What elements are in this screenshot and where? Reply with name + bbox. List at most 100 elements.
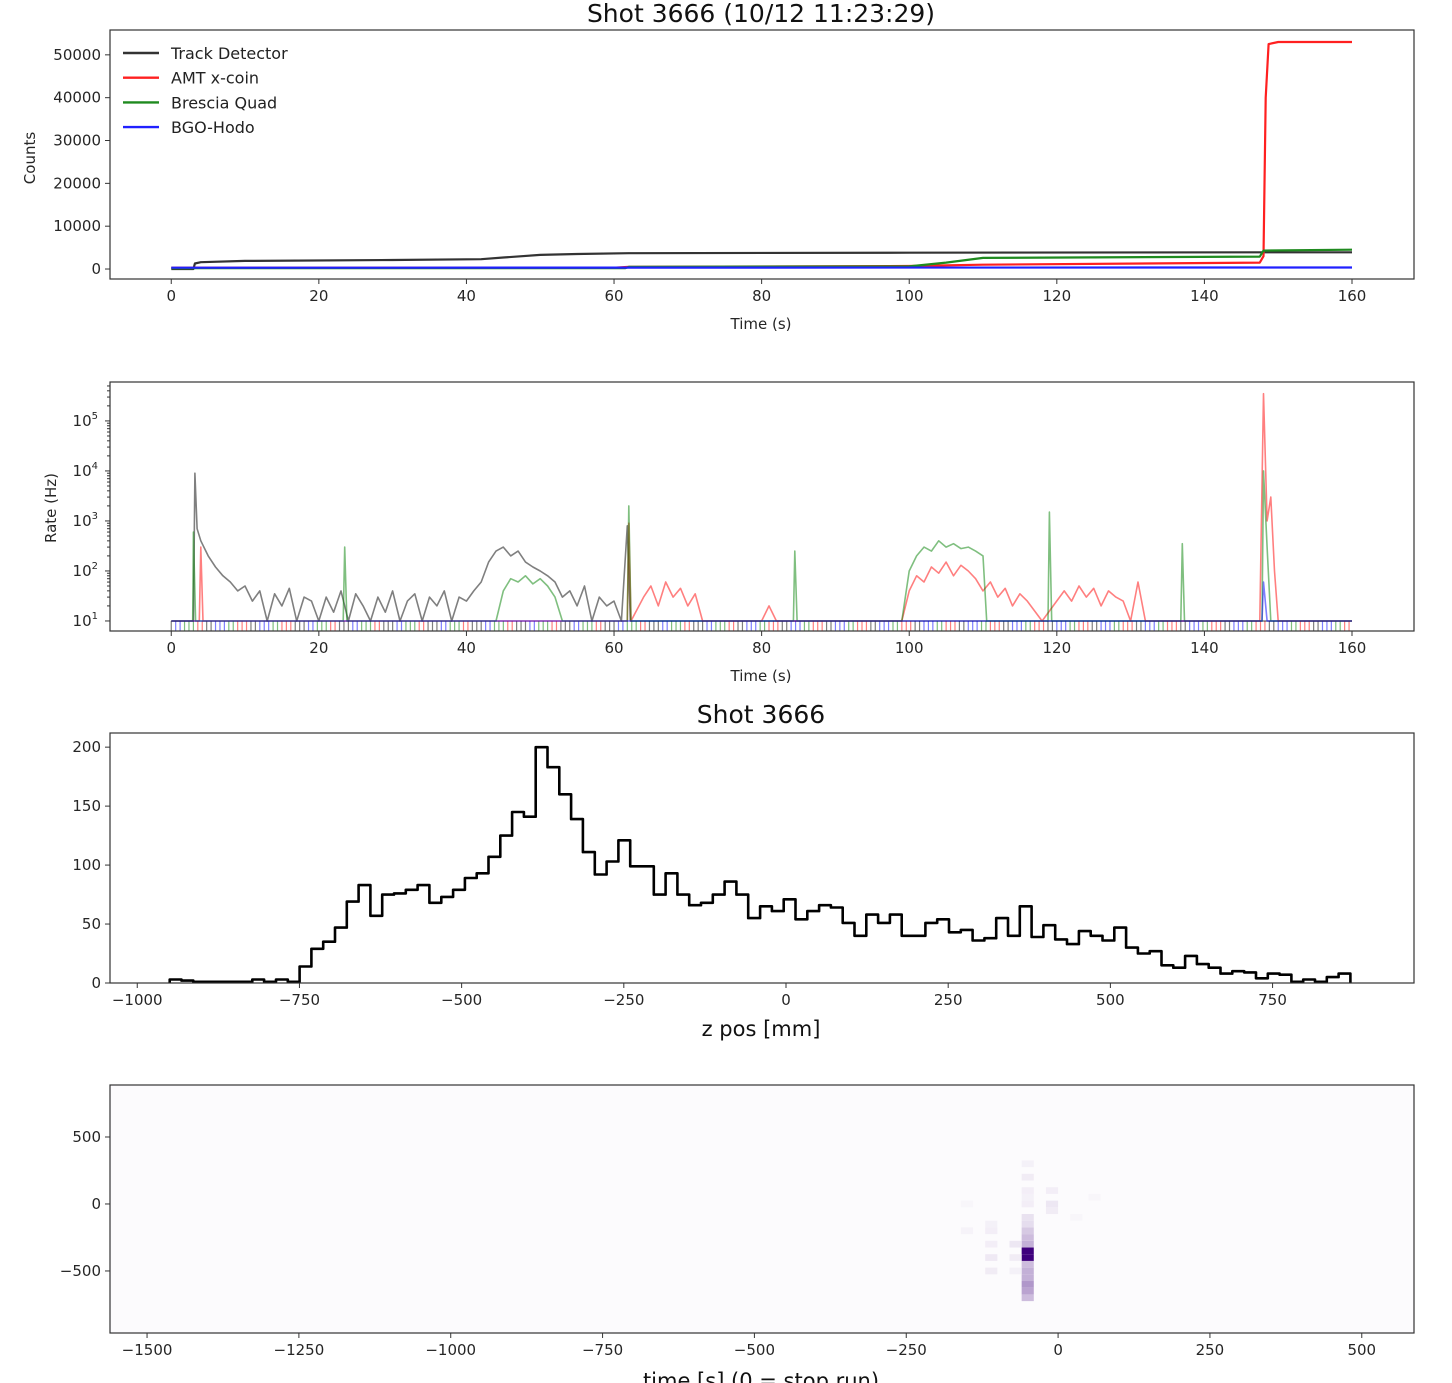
- chart3-title: Shot 3666: [697, 700, 825, 729]
- chart3-ytick-label: 0: [91, 974, 101, 992]
- histogram-bin: [961, 930, 973, 983]
- heatmap-cell: [1021, 1160, 1034, 1168]
- histogram-bin: [725, 882, 737, 983]
- histogram-bin: [359, 885, 371, 983]
- histogram-bin: [1197, 964, 1209, 983]
- chart3-frame: [109, 732, 1415, 984]
- heatmap-cell: [960, 1227, 974, 1235]
- chart3-xlabel: z pos [mm]: [702, 1017, 821, 1041]
- heatmap-cell: [985, 1220, 998, 1228]
- histogram-bin: [406, 890, 418, 983]
- chart1-xtick-label: 80: [752, 287, 771, 305]
- chart2-xtick-label: 160: [1338, 639, 1367, 657]
- histogram-bin: [689, 905, 701, 983]
- histogram-bin: [382, 895, 394, 983]
- chart2-xtick-label: 40: [457, 639, 476, 657]
- heatmap-cell: [985, 1267, 998, 1275]
- chart1-title: Shot 3666 (10/12 11:23:29): [587, 0, 935, 28]
- chart1-xtick-label: 0: [166, 287, 176, 305]
- histogram-bin: [1162, 965, 1174, 983]
- chart3-xtick-label: −750: [279, 991, 320, 1009]
- legend-label: AMT x-coin: [171, 69, 259, 88]
- chart1-frame: [109, 29, 1415, 280]
- histogram-bin: [453, 890, 465, 983]
- heatmap-cell: [1021, 1274, 1034, 1282]
- chart1-series-group: [171, 40, 1353, 271]
- histogram-bin: [666, 873, 678, 983]
- histogram-bin: [819, 905, 831, 983]
- histogram-bin: [607, 862, 619, 983]
- histogram-bin: [736, 895, 748, 983]
- histogram-bin: [441, 897, 453, 983]
- chart4-xtick-label: −500: [734, 1341, 775, 1359]
- histogram-bin: [760, 906, 772, 983]
- histogram-bin: [370, 916, 382, 983]
- heatmap-cell: [1009, 1240, 1022, 1248]
- heatmap-cell: [1045, 1207, 1059, 1215]
- heatmap-cell: [1088, 1193, 1101, 1201]
- histogram-bin: [524, 817, 536, 983]
- chart2-ytick-label: 101: [73, 611, 98, 630]
- chart4-frame: [109, 1084, 1415, 1334]
- chart1-xtick-label: 40: [457, 287, 476, 305]
- histogram-bin: [394, 893, 406, 983]
- chart4-xtick-label: −750: [582, 1341, 623, 1359]
- chart2-xtick-label: 120: [1043, 639, 1072, 657]
- histogram-bin: [1138, 954, 1150, 983]
- chart3-xtick-label: 250: [934, 991, 963, 1009]
- chart2-ylabel: Rate (Hz): [42, 473, 60, 543]
- chart2-xtick-label: 100: [895, 639, 924, 657]
- chart1-xtick-label: 100: [895, 287, 924, 305]
- chart3-xtick-label: −500: [441, 991, 482, 1009]
- histogram-bin: [654, 895, 666, 983]
- heatmap-cell: [1009, 1267, 1022, 1275]
- chart3-ytick-label: 150: [72, 797, 101, 815]
- chart2-xtick-label: 0: [166, 639, 176, 657]
- chart2-ytick-label: 104: [73, 461, 98, 480]
- chart4-ytick-label: 0: [91, 1195, 101, 1213]
- histogram-bin: [1150, 951, 1162, 983]
- chart3-histogram-group: [168, 745, 1352, 984]
- chart4-xtick-label: −1000: [425, 1341, 476, 1359]
- histogram-bin: [1043, 925, 1055, 983]
- heatmap-cell: [1021, 1227, 1034, 1235]
- heatmap-cell: [1021, 1240, 1034, 1248]
- chart4-xtick-label: 250: [1196, 1341, 1225, 1359]
- chart4-ytick-label: −500: [60, 1262, 101, 1280]
- chart2-ytick-label: 103: [73, 511, 98, 530]
- chart2-series-group: [170, 392, 1352, 631]
- histogram-bin: [996, 918, 1008, 983]
- histogram-bin: [583, 852, 595, 983]
- chart2-series-line-amt-x-coin: [171, 392, 1352, 622]
- heatmap-cell: [1009, 1254, 1022, 1261]
- heatmap-cell: [1021, 1200, 1034, 1208]
- histogram-bin: [1114, 928, 1126, 983]
- histogram-bin: [925, 923, 937, 983]
- heatmap-cell: [1021, 1267, 1034, 1275]
- chart3-ytick-label: 100: [72, 856, 101, 874]
- chart1-ytick-label: 40000: [53, 89, 101, 107]
- heatmap-cell: [1045, 1187, 1059, 1194]
- histogram-bin: [1209, 968, 1221, 983]
- chart1-xtick-label: 140: [1190, 287, 1219, 305]
- histogram-bin: [642, 866, 654, 983]
- heatmap-cell: [985, 1240, 998, 1248]
- heatmap-cell: [1021, 1214, 1034, 1221]
- histogram-bin: [902, 936, 914, 983]
- histogram-bin: [914, 936, 926, 983]
- chart2-xtick-label: 20: [309, 639, 328, 657]
- histogram-bin: [677, 895, 689, 983]
- histogram-bin: [937, 919, 949, 983]
- histogram-bin: [559, 794, 571, 983]
- heatmap-cell: [1021, 1294, 1034, 1302]
- chart2-series-line-track-detector: [171, 472, 1352, 622]
- histogram-bin: [1232, 971, 1244, 983]
- histogram-bin: [701, 903, 713, 983]
- histogram-bin: [536, 747, 548, 983]
- histogram-bin: [1185, 956, 1197, 983]
- chart1-series-line-track-detector: [171, 251, 1352, 271]
- histogram-bin: [488, 857, 500, 983]
- chart4-background: [110, 1085, 1414, 1333]
- heatmap-cell: [1021, 1287, 1034, 1295]
